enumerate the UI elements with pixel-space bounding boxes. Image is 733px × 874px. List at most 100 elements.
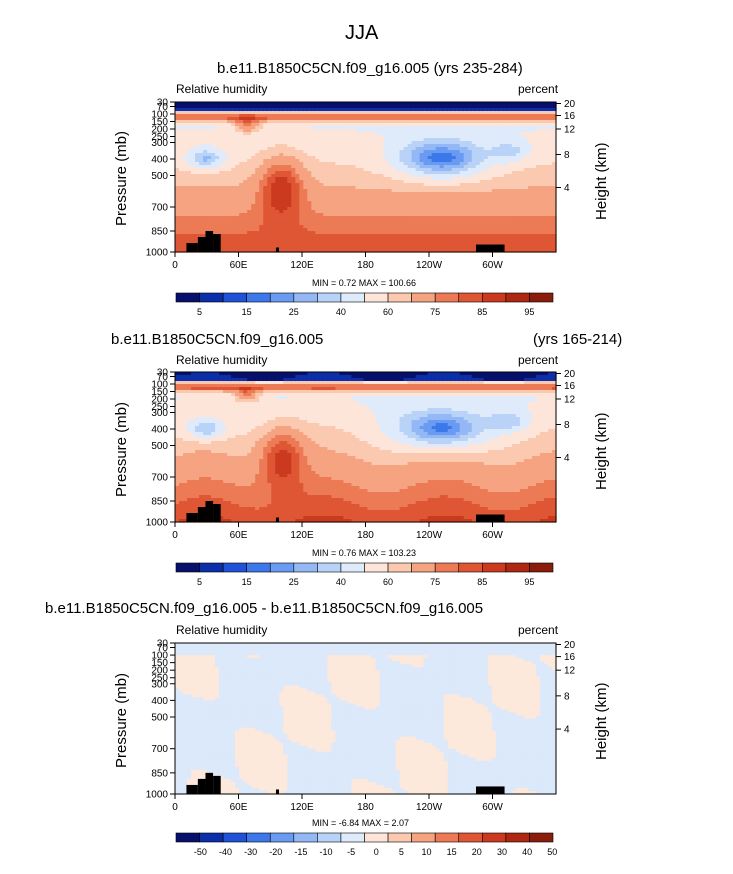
contour-cell [255,192,260,196]
contour-cell [431,249,437,253]
contour-cell [219,129,224,133]
contour-cell [467,144,473,148]
contour-cell [347,108,353,112]
contour-cell [295,243,300,247]
contour-cell [243,120,248,124]
contour-cell [207,171,212,175]
contour-cell [239,135,244,139]
contour-cell [471,216,477,220]
contour-cell [311,111,316,115]
contour-cell [387,189,393,193]
contour-cell [383,102,389,106]
contour-cell [439,174,445,178]
contour-cell [367,117,373,121]
contour-cell [483,186,489,190]
contour-cell [223,153,228,157]
contour-cell [279,195,284,199]
contour-cell [211,147,216,151]
contour-cell [415,219,421,223]
contour-cell [243,222,248,226]
contour-cell [463,105,469,109]
contour-cell [391,213,397,217]
contour-cell [299,129,304,133]
contour-cell [255,117,260,121]
contour-cell [447,156,453,160]
contour-cell [419,174,425,178]
contour-cell [315,219,320,223]
contour-cell [335,174,341,178]
contour-cell [451,177,457,181]
contour-cell [187,132,192,136]
contour-cell [211,207,216,211]
contour-cell [427,225,433,229]
contour-cell [311,120,316,124]
contour-cell [287,153,292,157]
contour-cell [435,189,441,193]
contour-cell [299,126,304,130]
contour-cell [419,144,425,148]
contour-cell [443,126,449,130]
contour-cell [487,201,493,205]
contour-cell [211,216,216,220]
contour-cell [215,159,220,163]
contour-cell [343,162,349,166]
contour-cell [419,111,425,115]
contour-cell [431,156,437,160]
contour-cell [295,171,300,175]
contour-cell [483,198,489,202]
contour-cell [379,102,385,106]
contour-cell [175,117,180,121]
contour-cell [267,234,272,238]
contour-cell [211,171,216,175]
contour-cell [303,171,308,175]
contour-cell [275,177,280,181]
contour-cell [267,156,272,160]
contour-cell [459,174,465,178]
contour-cell [379,198,385,202]
contour-cell [387,102,393,106]
contour-cell [335,135,341,139]
contour-cell [391,210,397,214]
contour-cell [335,138,341,142]
contour-cell [195,177,200,181]
contour-cell [443,180,449,184]
contour-cell [439,192,445,196]
contour-cell [303,216,308,220]
contour-cell [179,129,184,133]
contour-cell [287,219,292,223]
contour-cell [351,111,357,115]
contour-cell [367,105,373,109]
contour-cell [187,213,192,217]
contour-cell [431,219,437,223]
contour-cell [187,219,192,223]
contour-cell [339,237,345,241]
contour-cell [251,243,256,247]
contour-cell [343,153,349,157]
contour-cell [455,168,461,172]
contour-cell [347,132,353,136]
contour-cell [299,234,304,238]
contour-cell [211,177,216,181]
contour-cell [431,162,437,166]
contour-cell [259,117,264,121]
contour-cell [235,132,240,136]
contour-cell [259,243,264,247]
contour-cell [407,234,413,238]
contour-cell [391,108,397,112]
contour-cell [303,111,308,115]
contour-cell [487,144,493,148]
contour-cell [195,144,200,148]
contour-cell [307,225,312,229]
contour-cell [179,123,184,127]
contour-cell [343,165,349,169]
contour-cell [487,222,493,226]
contour-cell [423,219,429,223]
contour-cell [395,114,401,118]
contour-cell [375,147,381,151]
contour-cell [295,231,300,235]
contour-cell [399,144,405,148]
contour-cell [275,111,280,115]
contour-cell [423,201,429,205]
contour-cell [411,192,417,196]
contour-cell [339,147,345,151]
